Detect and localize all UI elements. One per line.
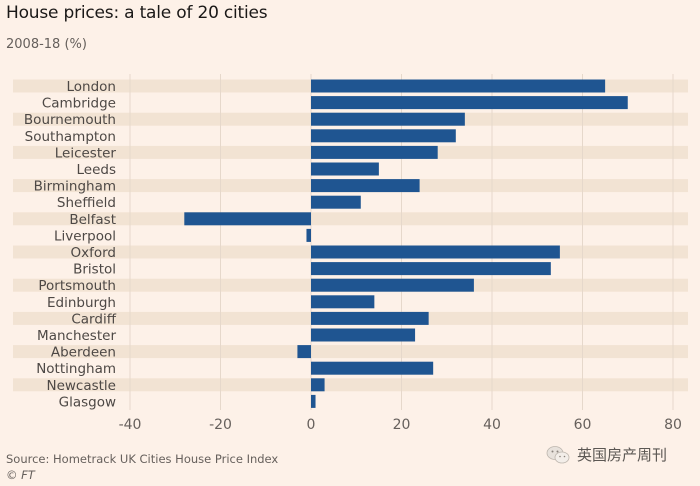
bar-southampton xyxy=(311,129,456,143)
x-tick-label: -20 xyxy=(209,417,232,433)
category-label: Bournemouth xyxy=(24,112,116,128)
category-label: Sheffield xyxy=(57,195,116,211)
bar-edinburgh xyxy=(311,295,375,309)
bar-oxford xyxy=(311,245,560,259)
bar-liverpool xyxy=(306,228,311,242)
wechat-icon xyxy=(546,445,570,463)
bar-leicester xyxy=(311,145,438,159)
category-label: Leicester xyxy=(55,145,117,161)
category-label: Belfast xyxy=(69,212,116,228)
x-tick-label: 60 xyxy=(574,417,592,433)
bar-portsmouth xyxy=(311,278,474,292)
category-label: Cardiff xyxy=(71,311,116,327)
bar-aberdeen xyxy=(297,345,311,359)
x-tick-labels: -40 -20 0 20 40 60 80 xyxy=(119,417,682,433)
row-band xyxy=(13,212,688,226)
category-label: Glasgow xyxy=(59,394,116,410)
bar-cardiff xyxy=(311,311,429,325)
x-tick-label: 0 xyxy=(307,417,316,433)
source-note: Source: Hometrack UK Cities House Price … xyxy=(6,452,279,466)
category-label: Birmingham xyxy=(34,179,116,195)
category-label: Newcastle xyxy=(46,378,116,394)
x-tick-label: -40 xyxy=(119,417,142,433)
bar-belfast xyxy=(184,212,311,226)
x-tick-label: 80 xyxy=(664,417,682,433)
bar-nottingham xyxy=(311,361,434,375)
x-tick-label: 20 xyxy=(393,417,411,433)
category-label: Manchester xyxy=(37,328,116,344)
copyright-note: © FT xyxy=(6,468,35,482)
bar-manchester xyxy=(311,328,416,342)
category-label: Cambridge xyxy=(42,96,116,112)
category-label: Bristol xyxy=(73,262,116,278)
bar-glasgow xyxy=(311,394,316,408)
bar-sheffield xyxy=(311,195,361,209)
category-label: Nottingham xyxy=(36,361,116,377)
category-label: Aberdeen xyxy=(51,345,116,361)
watermark-text: 英国房产周刊 xyxy=(577,446,668,464)
bar-bristol xyxy=(311,262,551,276)
row-band xyxy=(13,378,688,392)
bar-bournemouth xyxy=(311,112,465,126)
watermark: 英国房产周刊 xyxy=(545,444,667,465)
bar-leeds xyxy=(311,162,379,176)
category-label: Edinburgh xyxy=(47,295,116,311)
category-label: Southampton xyxy=(25,129,116,145)
bar-newcastle xyxy=(311,378,325,392)
chart-subtitle: 2008-18 (%) xyxy=(6,37,87,52)
category-label: Portsmouth xyxy=(38,278,116,294)
category-label: London xyxy=(67,79,117,95)
row-band xyxy=(13,345,688,359)
chart-title: House prices: a tale of 20 cities xyxy=(6,3,268,23)
bar-london xyxy=(311,79,606,93)
category-labels: LondonCambridgeBournemouthSouthamptonLei… xyxy=(24,79,117,410)
bars xyxy=(184,79,628,408)
bar-birmingham xyxy=(311,179,420,193)
category-label: Liverpool xyxy=(54,228,116,244)
category-label: Leeds xyxy=(77,162,117,178)
bar-cambridge xyxy=(311,96,628,110)
x-tick-label: 40 xyxy=(483,417,501,433)
category-label: Oxford xyxy=(70,245,116,261)
